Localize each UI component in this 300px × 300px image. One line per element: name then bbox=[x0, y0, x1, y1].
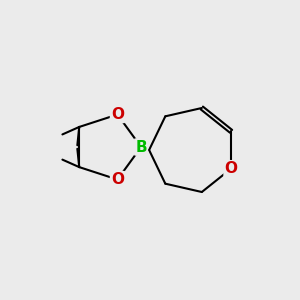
Text: O: O bbox=[111, 172, 124, 187]
Text: B: B bbox=[135, 140, 147, 154]
Text: O: O bbox=[224, 161, 238, 176]
Text: O: O bbox=[111, 107, 124, 122]
